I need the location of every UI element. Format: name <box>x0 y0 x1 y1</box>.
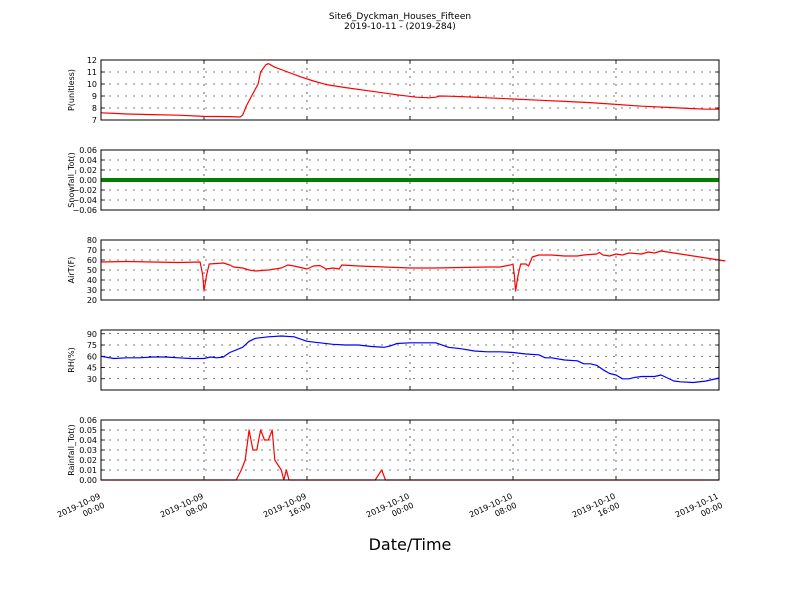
x-tick-label: 2019-10-1016:00 <box>571 492 621 529</box>
y-tick-label: 90 <box>87 330 97 339</box>
y-tick-label: 0.06 <box>79 416 97 425</box>
y-tick-label: 0.03 <box>79 446 97 455</box>
y-tick-label: −0.02 <box>72 186 97 195</box>
panel-2: −0.06−0.04−0.020.000.020.040.06Snowfall_… <box>67 146 720 215</box>
y-axis-label: P(unitless) <box>67 69 76 111</box>
y-tick-label: 0.02 <box>79 166 97 175</box>
y-tick-label: 20 <box>87 296 97 305</box>
y-tick-label: 9 <box>92 92 97 101</box>
y-tick-label: 7 <box>92 116 97 125</box>
series-line <box>100 250 726 292</box>
y-tick-label: 0.01 <box>79 466 97 475</box>
y-tick-label: 50 <box>87 266 97 275</box>
y-tick-label: 30 <box>87 375 97 384</box>
y-tick-label: 0.04 <box>79 156 97 165</box>
panels: 789101112P(unitless)−0.06−0.04−0.020.000… <box>67 56 726 485</box>
panel-frame <box>100 59 720 121</box>
y-tick-label: 11 <box>87 68 97 77</box>
x-tick-label: 2019-10-1100:00 <box>674 492 724 529</box>
y-tick-label: 30 <box>87 286 97 295</box>
y-tick-label: 70 <box>87 246 97 255</box>
y-tick-label: 45 <box>87 364 97 373</box>
x-tick-label: 2019-10-0916:00 <box>262 492 312 529</box>
y-axis-label: AirT(F) <box>67 257 76 284</box>
y-tick-label: −0.04 <box>72 196 97 205</box>
panel-4: 30 45 60 75 90 RH(%) <box>67 329 720 391</box>
y-axis-label: RH(%) <box>67 347 76 372</box>
x-tick-label: 2019-10-0908:00 <box>159 492 209 529</box>
x-axis-ticks: 2019-10-0900:00 2019-10-0908:00 2019-10-09… <box>56 492 724 529</box>
panel-frame <box>100 329 720 391</box>
y-tick-label: 75 <box>87 341 97 350</box>
chart-title: Site6_Dyckman_Houses_Fifteen <box>329 12 471 22</box>
y-tick-label: 0.04 <box>79 436 97 445</box>
panel-frame <box>100 419 720 481</box>
y-tick-label: 10 <box>87 80 97 89</box>
x-tick-label: 2019-10-1008:00 <box>468 492 518 529</box>
series-line <box>100 62 719 118</box>
y-tick-label: 60 <box>87 256 97 265</box>
series-line <box>100 335 720 384</box>
y-axis-label: Snowfall_Tot() <box>67 152 76 208</box>
y-tick-label: 0.02 <box>79 456 97 465</box>
y-tick-label: 0.05 <box>79 426 97 435</box>
panel-1: 7 8 9 10 11 12 P(unitless) <box>67 56 720 125</box>
y-tick-label: 12 <box>87 56 97 65</box>
panel-frame <box>100 239 720 301</box>
y-tick-label: −0.06 <box>72 206 97 215</box>
x-tick-label: 2019-10-0900:00 <box>56 492 106 529</box>
chart-subtitle: 2019-10-11 - (2019-284) <box>344 22 456 32</box>
y-tick-label: 0.00 <box>79 176 97 185</box>
x-tick-label: 2019-10-1000:00 <box>365 492 415 529</box>
panel-frame <box>100 149 720 211</box>
y-tick-label: 0.00 <box>79 476 97 485</box>
y-tick-label: 60 <box>87 352 97 361</box>
y-tick-label: 8 <box>92 104 97 113</box>
y-tick-label: 0.06 <box>79 146 97 155</box>
panel-5: 0.000.010.020.030.040.050.06Rainfall_Tot… <box>67 416 720 485</box>
y-tick-label: 40 <box>87 276 97 285</box>
y-axis-label: Rainfall_Tot() <box>67 424 76 476</box>
y-tick-label: 80 <box>87 236 97 245</box>
x-axis-label: Date/Time <box>369 535 452 554</box>
